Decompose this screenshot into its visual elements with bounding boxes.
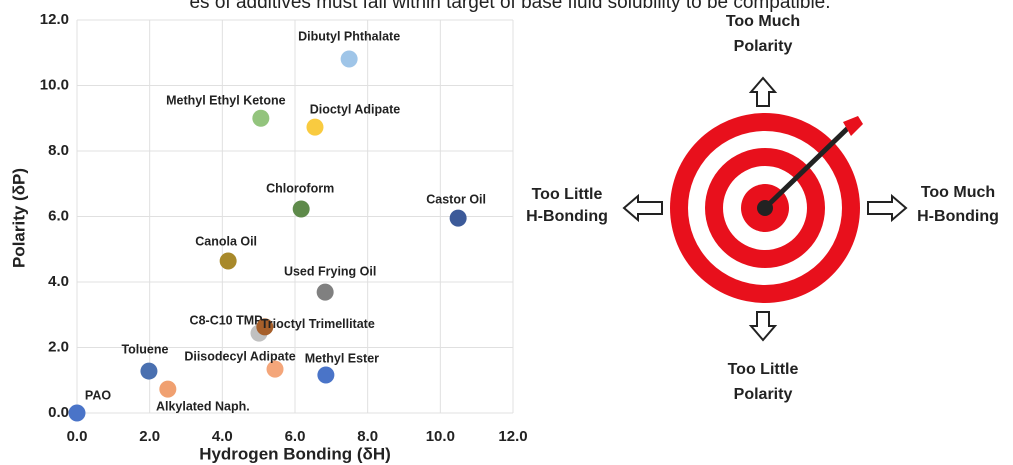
dart-shaft — [763, 126, 850, 210]
point — [219, 252, 237, 270]
label: Polarity — [734, 386, 793, 403]
x-tick-label: 0.0 — [67, 428, 88, 445]
y-axis-title: Polarity (δP) — [9, 168, 28, 268]
point-label: Dioctyl Adipate — [310, 102, 401, 116]
point — [449, 209, 467, 227]
arrow-up — [748, 76, 778, 107]
point-label: Methyl Ethyl Ketone — [166, 94, 286, 108]
arrow-down — [748, 311, 778, 342]
point — [292, 200, 310, 218]
target — [670, 113, 863, 303]
point — [256, 318, 274, 336]
x-tick-label: 6.0 — [285, 428, 306, 445]
label: Too Little — [532, 186, 603, 203]
point — [68, 404, 86, 422]
label: H-Bonding — [526, 208, 608, 225]
point — [252, 109, 270, 127]
point — [340, 50, 358, 68]
label: Too Much — [921, 184, 995, 201]
y-tick-label: 8.0 — [48, 142, 69, 159]
y-tick-label: 12.0 — [40, 11, 69, 28]
point-label: Toluene — [121, 342, 168, 356]
y-tick-label: 10.0 — [40, 76, 69, 93]
point-label: Alkylated Naph. — [156, 399, 250, 413]
point-label: Methyl Ester — [305, 351, 379, 365]
y-tick-label: 2.0 — [48, 338, 69, 355]
dart-tip — [757, 200, 773, 216]
arrow-right — [867, 193, 908, 223]
x-tick-label: 12.0 — [498, 428, 527, 445]
x-axis-title: Hydrogen Bonding (δH) — [199, 444, 391, 463]
caption: es of additives must fall within target … — [189, 0, 830, 13]
x-tick-label: 4.0 — [212, 428, 233, 445]
x-tick-label: 2.0 — [139, 428, 160, 445]
point-label: Trioctyl Trimellitate — [261, 317, 375, 331]
point-label: C8-C10 TMP — [190, 313, 263, 327]
point — [317, 366, 335, 384]
point — [266, 360, 284, 378]
y-tick-label: 6.0 — [48, 207, 69, 224]
label: Polarity — [734, 38, 793, 55]
point-label: Castor Oil — [426, 192, 486, 206]
dart-feather — [843, 116, 863, 136]
point-label: PAO — [85, 388, 111, 402]
label: H-Bonding — [917, 208, 999, 225]
x-tick-label: 8.0 — [357, 428, 378, 445]
point-label: Diisodecyl Adipate — [184, 349, 295, 363]
arrows — [622, 76, 908, 342]
y-tick-label: 0.0 — [48, 404, 69, 421]
label: Too Much — [726, 13, 800, 30]
point — [316, 283, 334, 301]
label: Too Little — [728, 361, 799, 378]
point-label: Canola Oil — [195, 234, 257, 248]
point — [159, 380, 177, 398]
point-label: Dibutyl Phthalate — [298, 29, 400, 43]
point-label: Used Frying Oil — [284, 264, 376, 278]
point-label: Chloroform — [266, 181, 334, 195]
point — [306, 118, 324, 136]
arrow-left — [622, 193, 663, 223]
y-tick-label: 4.0 — [48, 273, 69, 290]
point — [140, 362, 158, 380]
x-tick-label: 10.0 — [426, 428, 455, 445]
